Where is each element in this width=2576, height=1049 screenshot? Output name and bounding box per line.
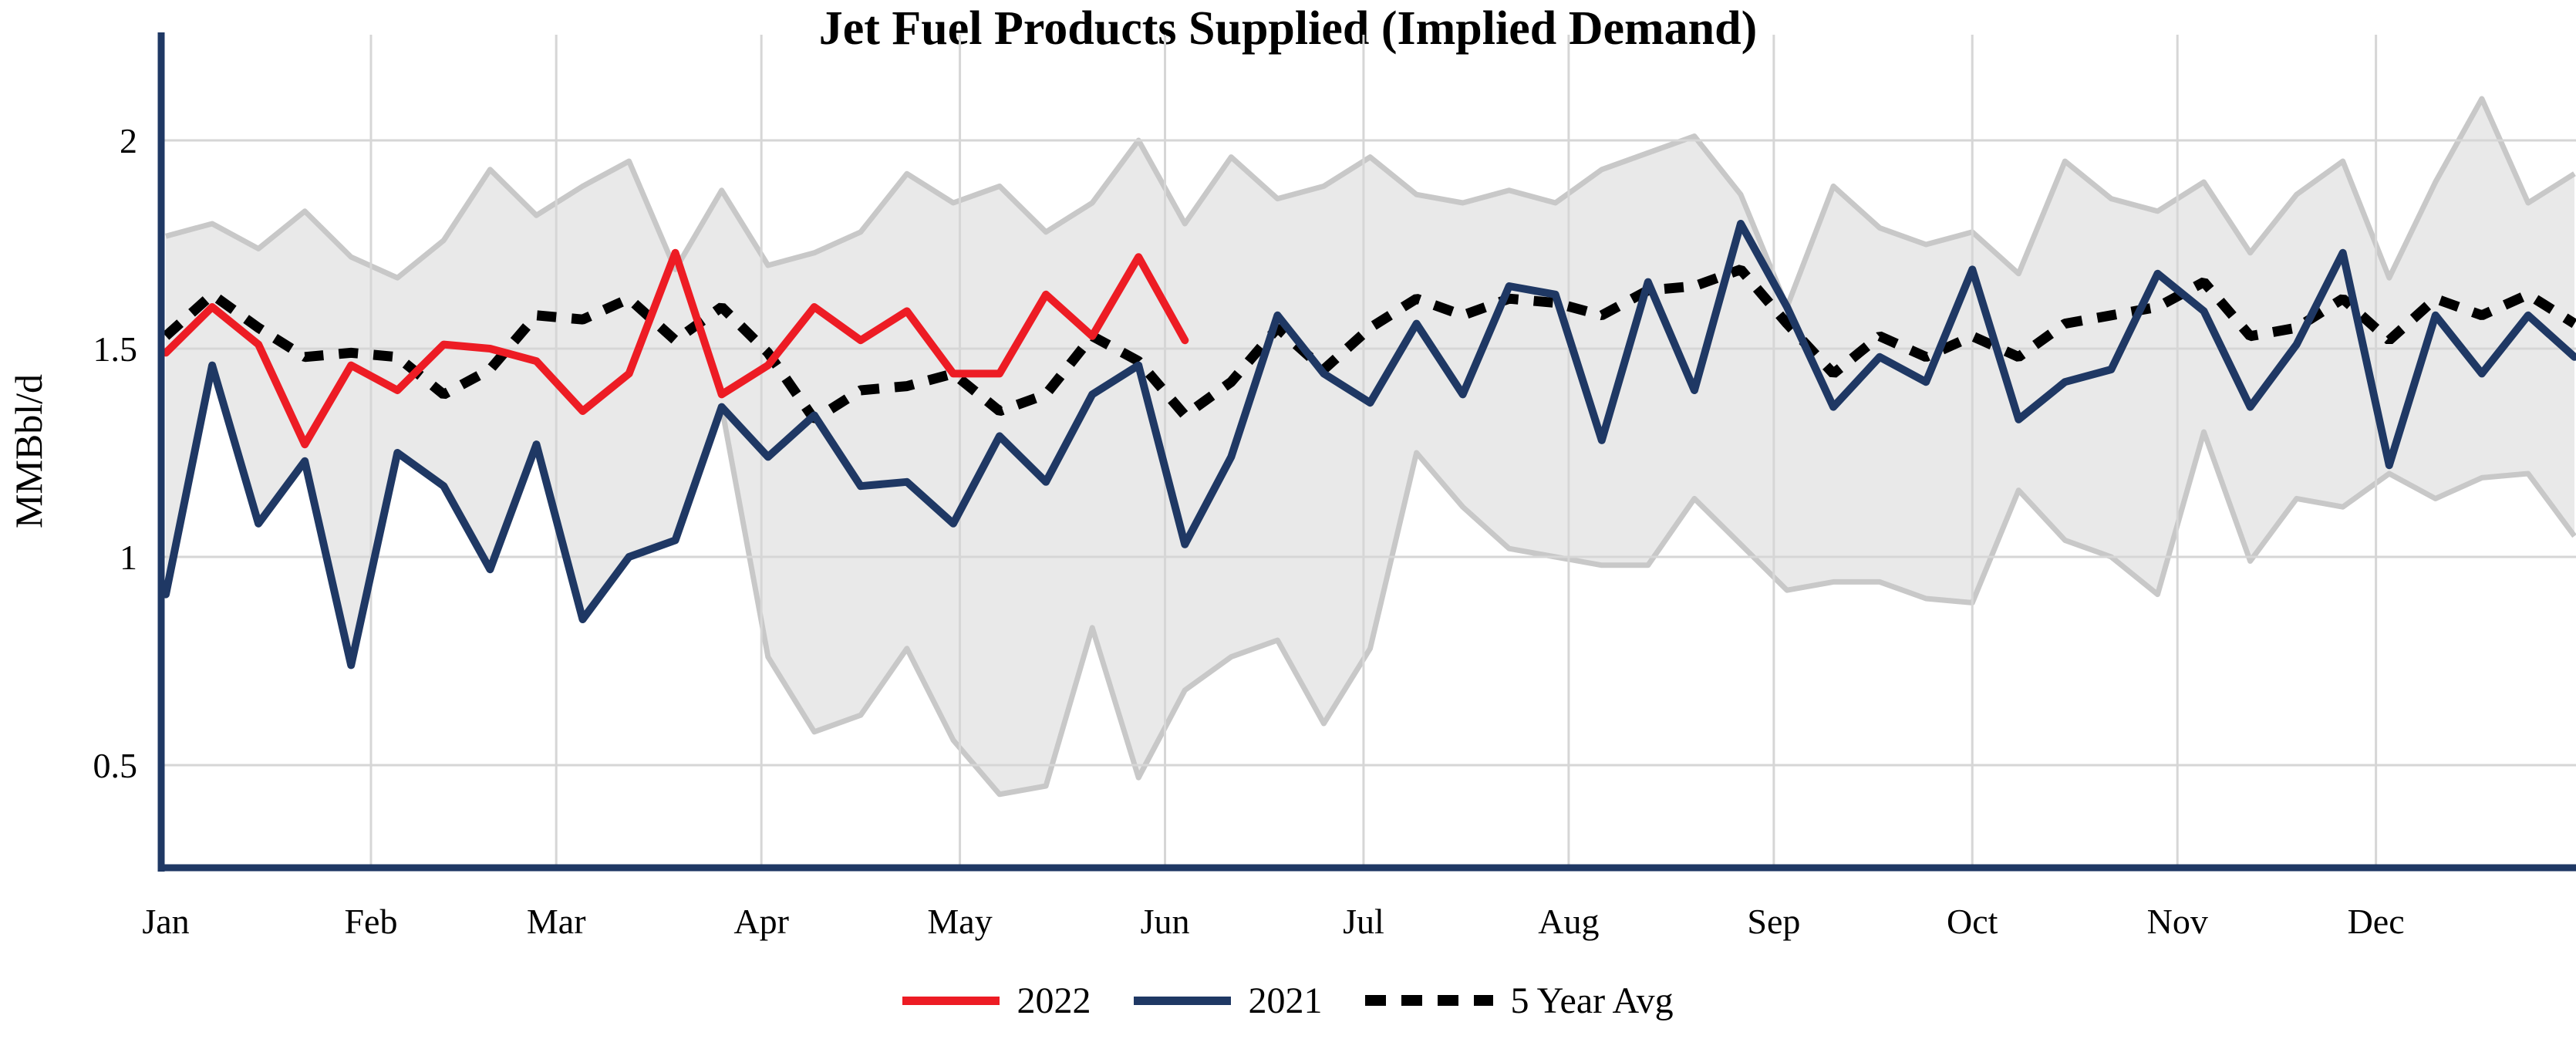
legend-item-5yr-avg: 5 Year Avg bbox=[1365, 980, 1674, 1022]
line-2021 bbox=[162, 220, 2576, 670]
x-tick-label: Oct bbox=[1947, 902, 1998, 941]
x-tick-label: Jun bbox=[1141, 902, 1190, 941]
x-tick-label: Jan bbox=[142, 902, 189, 941]
legend-swatch-2021 bbox=[1134, 996, 1232, 1005]
x-tick-label: May bbox=[927, 902, 992, 941]
legend-swatch-5yr-avg bbox=[1365, 995, 1494, 1006]
x-tick-label: Dec bbox=[2348, 902, 2405, 941]
legend-label-2021: 2021 bbox=[1248, 980, 1323, 1021]
x-tick-label: Nov bbox=[2147, 902, 2208, 941]
x-tick-label: Apr bbox=[733, 902, 789, 941]
x-tick-label: Mar bbox=[527, 902, 586, 941]
legend-swatch-2022 bbox=[902, 996, 1000, 1005]
line-2022 bbox=[162, 248, 1189, 449]
chart-title: Jet Fuel Products Supplied (Implied Dema… bbox=[818, 2, 1758, 55]
x-tick-label: Aug bbox=[1538, 902, 1599, 941]
legend-item-2022: 2022 bbox=[902, 980, 1091, 1022]
x-tick-label: Feb bbox=[344, 902, 397, 941]
line-5yr-avg bbox=[162, 265, 2576, 424]
legend-item-2021: 2021 bbox=[1134, 980, 1322, 1022]
legend-label-2022: 2022 bbox=[1017, 980, 1091, 1021]
y-tick-label: 1 bbox=[120, 538, 137, 577]
y-tick-label: 2 bbox=[120, 121, 137, 160]
legend: 2022 2021 5 Year Avg bbox=[0, 973, 2576, 1027]
y-tick-label: 0.5 bbox=[93, 746, 138, 785]
band-upper-edge bbox=[165, 96, 2576, 310]
x-tick-label: Jul bbox=[1343, 902, 1384, 941]
y-tick-label: 1.5 bbox=[93, 329, 138, 369]
legend-label-5yr-avg: 5 Year Avg bbox=[1510, 980, 1674, 1021]
x-tick-label: Sep bbox=[1747, 902, 1800, 941]
